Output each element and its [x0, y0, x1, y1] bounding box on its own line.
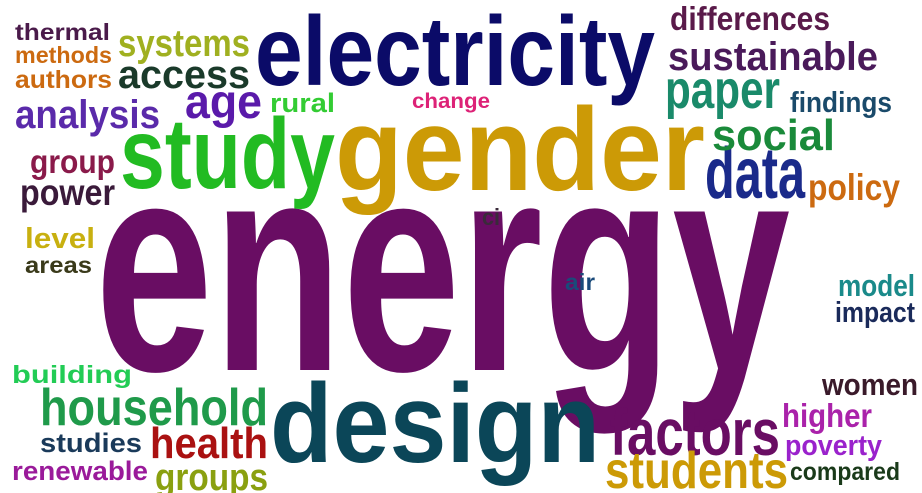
word: building — [12, 361, 132, 389]
word: paper — [665, 60, 780, 120]
word: students — [605, 442, 788, 493]
word: systems — [118, 23, 250, 65]
word: areas — [25, 252, 92, 278]
word: air — [565, 269, 595, 295]
word: study — [120, 98, 335, 210]
word: change — [412, 90, 490, 113]
word: age — [185, 76, 262, 129]
word: findings — [790, 87, 892, 119]
word: group — [30, 143, 115, 180]
word: higher — [782, 397, 872, 434]
word: model — [838, 268, 915, 303]
word: analysis — [15, 93, 160, 137]
word: level — [25, 223, 95, 255]
word: thermal — [15, 19, 110, 45]
word: gender — [335, 84, 705, 216]
word: energy — [95, 98, 791, 436]
word: factors — [610, 395, 780, 469]
word: rural — [270, 88, 335, 118]
word: design — [270, 361, 600, 486]
word: authors — [15, 66, 112, 94]
word: impact — [835, 297, 915, 329]
word: ci — [482, 204, 500, 230]
word: social — [712, 111, 835, 160]
word: policy — [808, 167, 900, 208]
word: data — [705, 134, 806, 214]
word: power — [20, 172, 115, 213]
word: women — [821, 367, 918, 402]
word: sustainable — [668, 35, 878, 79]
word: access — [118, 53, 250, 97]
word: studies — [40, 428, 142, 458]
word: poverty — [785, 430, 882, 462]
word: differences — [670, 0, 830, 37]
word: groups — [155, 457, 268, 493]
word: compared — [790, 458, 900, 486]
word: health — [150, 419, 268, 468]
word: household — [40, 379, 268, 437]
word: methods — [15, 42, 112, 68]
word: renewable — [12, 456, 148, 486]
word: electricity — [255, 0, 655, 106]
